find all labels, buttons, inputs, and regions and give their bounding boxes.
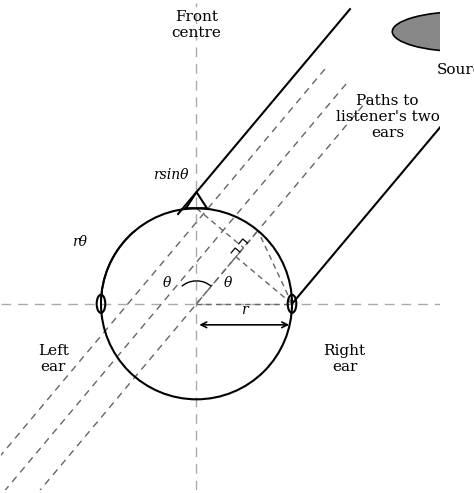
Ellipse shape bbox=[392, 11, 474, 52]
Text: θ: θ bbox=[224, 276, 232, 290]
Text: Right
ear: Right ear bbox=[323, 344, 365, 374]
Text: Paths to
listener's two
ears: Paths to listener's two ears bbox=[336, 94, 439, 140]
Text: Left
ear: Left ear bbox=[38, 344, 69, 374]
Text: θ: θ bbox=[163, 276, 171, 290]
Text: rθ: rθ bbox=[73, 235, 88, 249]
Text: Front
centre: Front centre bbox=[172, 10, 221, 40]
Text: Source: Source bbox=[437, 63, 474, 77]
Text: r: r bbox=[241, 303, 247, 317]
Text: rsinθ: rsinθ bbox=[154, 168, 189, 182]
